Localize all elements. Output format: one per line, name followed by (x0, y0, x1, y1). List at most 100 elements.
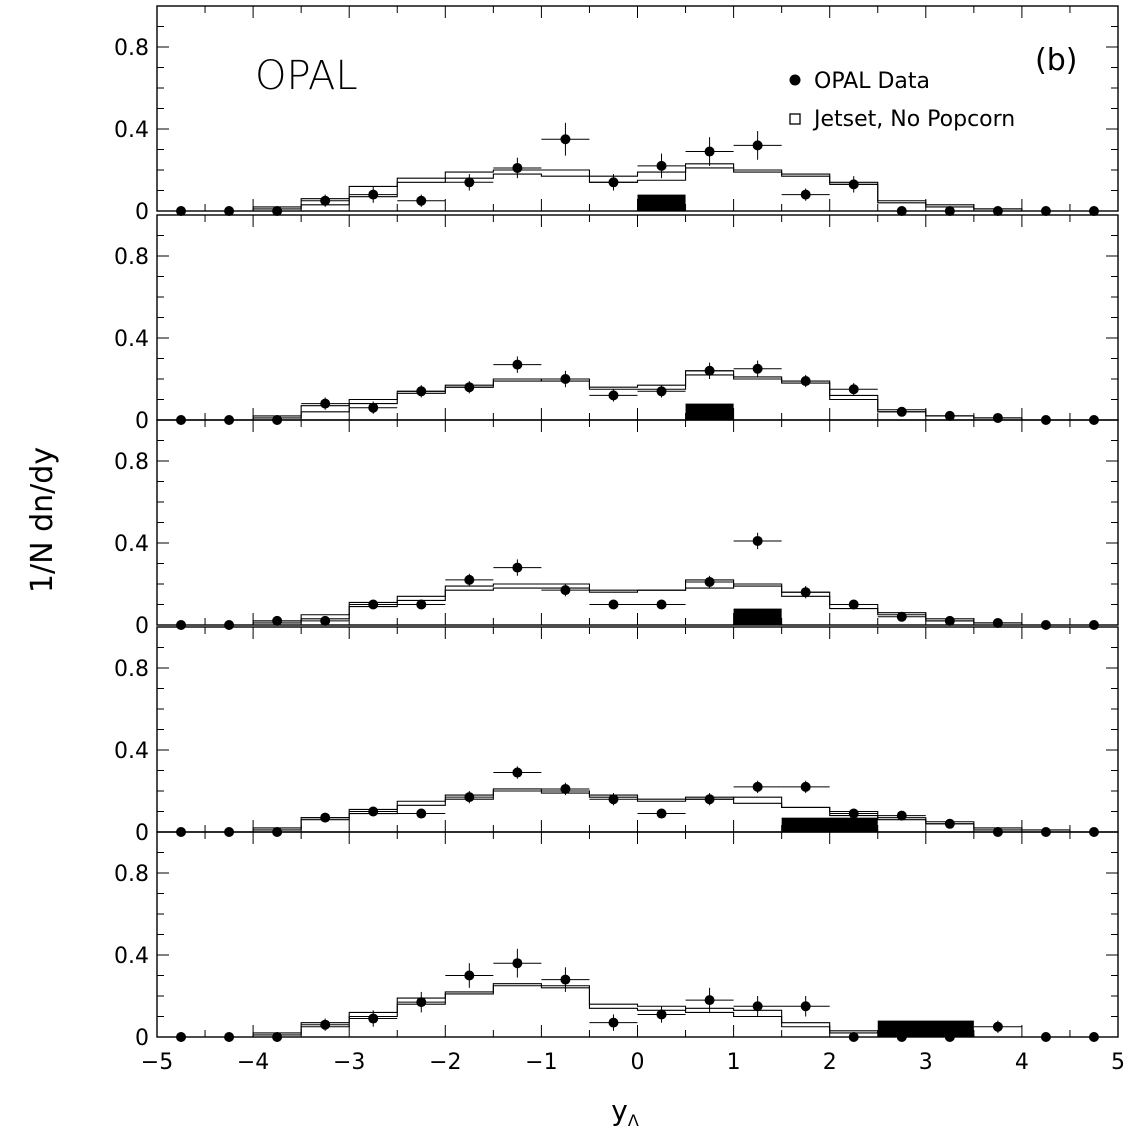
data-point (416, 195, 427, 206)
y-tick-label: 0.8 (114, 862, 149, 887)
data-point (992, 1021, 1003, 1032)
data-point (1040, 1032, 1051, 1042)
data-point (656, 1009, 667, 1020)
panel-5 (156, 831, 1119, 1042)
data-point (320, 1019, 331, 1030)
data-point (1088, 620, 1099, 630)
data-point (848, 1032, 859, 1042)
y-tick-label: 0 (135, 614, 149, 639)
y-tick-label: 0 (135, 409, 149, 434)
x-axis-label-subscript: Λ (628, 1111, 639, 1130)
x-tick-label: −1 (525, 1050, 557, 1075)
data-point (896, 810, 907, 821)
panel-tag: (b) (1035, 43, 1077, 78)
x-tick-label: −4 (237, 1050, 269, 1075)
y-tick-label: 0.4 (114, 327, 149, 352)
y-tick-label: 0 (135, 1026, 149, 1051)
data-point (320, 195, 331, 206)
data-point (176, 206, 187, 216)
x-tick-label: −5 (141, 1050, 173, 1075)
data-point (848, 808, 859, 819)
data-point (992, 206, 1003, 216)
data-point (512, 958, 523, 969)
data-point (848, 599, 859, 610)
data-point (1088, 1032, 1099, 1042)
data-point (560, 134, 571, 145)
data-point (368, 806, 379, 817)
legend: OPAL Data Jetset, No Popcorn (789, 69, 1015, 132)
data-point (224, 1032, 235, 1042)
data-point (656, 160, 667, 171)
data-point (848, 384, 859, 395)
data-point (416, 386, 427, 397)
data-point (1040, 206, 1051, 216)
data-point (608, 599, 619, 610)
axis-tick-labels: 0 0.4 0.8 0 0.4 0.8 0 0.4 0.8 0 0.4 0.8 0 0.4 0.8 −5 −4 −… (114, 36, 1125, 1075)
data-point (272, 1032, 283, 1042)
data-point (800, 1001, 811, 1012)
data-point (896, 206, 907, 216)
legend-marker-data (789, 74, 801, 86)
highlight-box (781, 817, 878, 832)
y-tick-label: 0.8 (114, 245, 149, 270)
data-point (992, 412, 1003, 423)
data-point (800, 376, 811, 387)
y-tick-label: 0.8 (114, 657, 149, 682)
x-axis-label-main: y (611, 1094, 628, 1127)
x-tick-label: −2 (429, 1050, 461, 1075)
data-point (752, 1001, 763, 1012)
data-point (176, 1032, 187, 1042)
data-point (224, 206, 235, 216)
data-point (944, 206, 955, 216)
data-point (512, 562, 523, 573)
data-point (464, 970, 475, 981)
data-point (368, 599, 379, 610)
panel-frame (156, 419, 1119, 626)
data-point (656, 808, 667, 819)
data-point (1040, 620, 1051, 630)
y-tick-label: 0.4 (114, 118, 149, 143)
data-point (320, 615, 331, 626)
experiment-label: OPAL (255, 53, 358, 99)
y-axis-label: 1/N dn/dy (25, 447, 60, 593)
data-point (512, 162, 523, 173)
data-point (416, 808, 427, 819)
x-tick-label: 0 (631, 1050, 645, 1075)
data-point (464, 574, 475, 585)
data-point (896, 406, 907, 417)
data-point (464, 382, 475, 393)
data-point (512, 359, 523, 370)
x-tick-label: 3 (919, 1050, 933, 1075)
data-point (656, 386, 667, 397)
data-point (560, 374, 571, 384)
data-point (464, 792, 475, 803)
data-point (944, 818, 955, 829)
data-point (1088, 206, 1099, 216)
data-point (704, 794, 715, 805)
model-histogram-alt (157, 163, 1118, 212)
data-point (560, 585, 571, 596)
data-point (944, 410, 955, 421)
data-point (560, 974, 571, 985)
data-point (608, 1017, 619, 1028)
data-point (608, 794, 619, 805)
data-point (368, 189, 379, 200)
highlight-box (685, 403, 734, 420)
data-point (272, 615, 283, 626)
data-point (704, 576, 715, 587)
x-axis-label: yΛ (611, 1094, 639, 1130)
data-point (752, 535, 763, 546)
panels-group (156, 5, 1119, 1042)
panel-3 (156, 419, 1119, 630)
data-point (560, 783, 571, 794)
data-point (704, 365, 715, 376)
highlight-box (637, 194, 686, 211)
highlight-box (877, 1020, 974, 1037)
panel-1 (156, 5, 1119, 216)
data-point (704, 146, 715, 157)
data-point (944, 1032, 955, 1042)
data-point (512, 767, 523, 778)
y-tick-label: 0.8 (114, 450, 149, 475)
x-tick-label: 4 (1015, 1050, 1029, 1075)
